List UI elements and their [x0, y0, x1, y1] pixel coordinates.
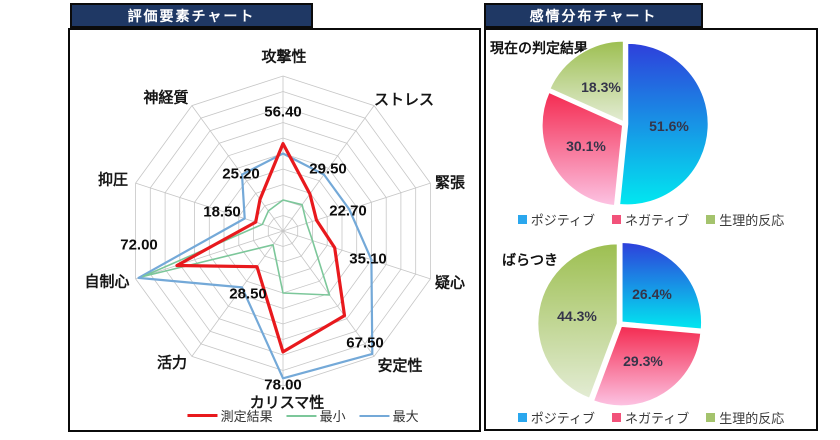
radar-legend-label: 最大 [392, 409, 419, 424]
radar-legend-swatch [286, 414, 317, 417]
pie-legend-swatch [706, 413, 716, 422]
emotion-panel: 現在の判定結果 ポジティブ ネガティブ 生理的反応 ばらつき ポジティブ ネガティブ生… [484, 28, 818, 431]
pie-variation-legend: ポジティブ ネガティブ 生理的反応 [486, 408, 816, 427]
pie-slice-生理的反応 [536, 242, 619, 400]
radar-legend-item: 最大 [359, 406, 419, 425]
pie-percent-label: 44.3% [557, 308, 597, 324]
radar-value-label: 78.00 [264, 376, 302, 394]
pie-percent-label: 30.1% [566, 138, 606, 154]
radar-legend-item: 測定結果 [187, 406, 273, 425]
radar-axis-label: 抑圧 [97, 171, 129, 189]
radar-axis-label: ストレス [373, 91, 435, 109]
radar-axis-label: 安定性 [377, 357, 423, 375]
radar-grid-spoke [135, 182, 284, 232]
radar-axis-label: 自制心 [84, 273, 130, 291]
radar-legend-swatch [187, 414, 218, 417]
radar-grid-spoke [282, 105, 375, 232]
pie-slice-ネガティブ [541, 91, 624, 207]
radar-axis-label: 緊張 [434, 174, 466, 192]
emotion-panel-title-tab: 感情分布チャート [484, 3, 703, 28]
pie-slice-ネガティブ [592, 325, 702, 407]
radar-value-label: 18.50 [203, 203, 241, 221]
pie-legend-label: ネガティブ [624, 411, 690, 426]
radar-grid-spoke [282, 182, 431, 232]
radar-panel-title-tab: 評価要素チャート [70, 3, 313, 28]
pie-chart-current [541, 40, 710, 207]
radar-grid-spoke [135, 230, 284, 280]
pie-legend-swatch [517, 413, 527, 422]
pie-legend-swatch [706, 215, 716, 224]
radar-value-label: 67.50 [346, 334, 384, 352]
pie-percent-label: 18.3% [581, 79, 621, 95]
radar-value-label: 72.00 [120, 236, 158, 254]
radar-legend-label: 測定結果 [220, 409, 273, 424]
pie-variation-title: ばらつき [502, 252, 558, 268]
radar-chart [135, 75, 431, 387]
pie-legend-item: 生理的反応 [706, 210, 784, 229]
radar-series-最大 [137, 152, 374, 380]
radar-legend-label: 最小 [319, 409, 346, 424]
pie-current-legend: ポジティブ ネガティブ 生理的反応 [486, 210, 816, 229]
pie-percent-label: 26.4% [632, 286, 672, 302]
radar-panel-title: 評価要素チャート [127, 7, 256, 24]
radar-value-label: 35.10 [349, 250, 387, 268]
radar-axis-label: 攻撃性 [261, 48, 307, 66]
pie-legend-item: ポジティブ [517, 210, 595, 229]
radar-legend-item: 最小 [286, 406, 346, 425]
radar-axis-label: 活力 [156, 354, 188, 372]
radar-series-最小 [142, 199, 331, 296]
radar-value-label: 28.50 [229, 285, 267, 303]
pie-percent-label: 29.3% [623, 353, 663, 369]
radar-panel: 測定結果 最小 最大 攻撃性ストレス緊張疑心安定性カリスマ性 活力 自制心 抑圧 神経質 56… [68, 28, 481, 432]
pie-legend-item: 生理的反応 [706, 408, 784, 427]
pie-slice-ポジティブ [618, 42, 710, 206]
radar-axis-label: カリスマ性 [249, 394, 325, 412]
pie-legend-swatch [517, 215, 527, 224]
radar-grid-spoke [191, 230, 284, 357]
radar-value-label: 29.50 [309, 160, 347, 178]
radar-legend: 測定結果 最小 最大 [187, 406, 419, 425]
radar-axis-label: 疑心 [434, 274, 466, 292]
radar-value-label: 25.20 [222, 165, 260, 183]
pie-legend-label: 生理的反応 [719, 213, 785, 228]
pie-legend-item: ネガティブ [611, 210, 690, 229]
pie-legend-swatch [611, 215, 621, 224]
pie-legend-item: ポジティブ [517, 408, 595, 427]
pie-slice-ポジティブ [621, 241, 703, 331]
radar-grid-spoke [282, 230, 431, 280]
radar-series-測定結果 [175, 141, 347, 354]
radar-legend-swatch [359, 414, 390, 417]
emotion-panel-title: 感情分布チャート [529, 7, 658, 24]
radar-grid-spoke [191, 105, 284, 232]
pie-legend-label: ネガティブ [624, 213, 690, 228]
pie-legend-label: 生理的反応 [719, 411, 785, 426]
pie-legend-label: ポジティブ [530, 411, 595, 426]
pie-legend-label: ポジティブ [530, 213, 595, 228]
radar-axis-label: 神経質 [143, 89, 189, 107]
radar-value-label: 22.70 [329, 202, 367, 220]
pie-chart-variation [536, 241, 703, 407]
pie-legend-item: ネガティブ [611, 408, 690, 427]
pie-percent-label: 51.6% [649, 118, 689, 134]
pie-current-title: 現在の判定結果 [490, 40, 588, 56]
pie-slice-生理的反応 [548, 40, 625, 123]
pie-legend-swatch [611, 413, 621, 422]
radar-value-label: 56.40 [264, 103, 302, 121]
